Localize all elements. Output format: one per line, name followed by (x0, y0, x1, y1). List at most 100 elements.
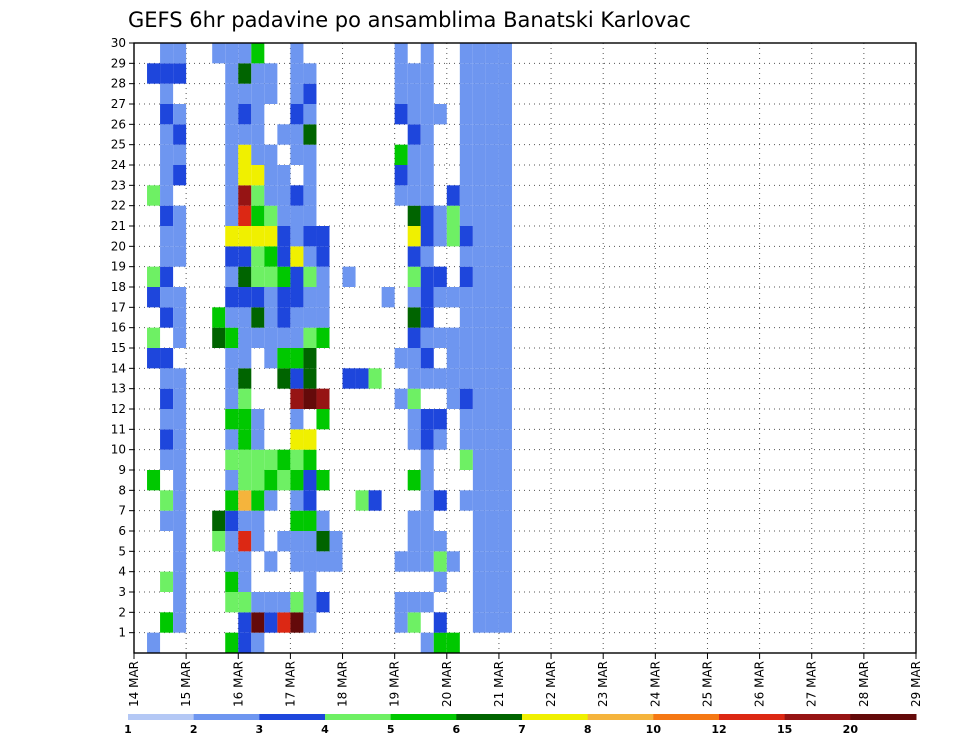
heatmap-cell (290, 246, 304, 267)
heatmap-cell (368, 490, 382, 511)
heatmap-cell (212, 510, 226, 531)
heatmap-cell (407, 185, 421, 206)
heatmap-cell (290, 144, 304, 165)
heatmap-cell (485, 205, 499, 226)
heatmap-cell (407, 429, 421, 450)
heatmap-cell (472, 571, 486, 592)
heatmap-cell (264, 246, 278, 267)
heatmap-cell (303, 429, 317, 450)
heatmap-cell (225, 287, 239, 308)
legend-swatch (587, 714, 654, 720)
heatmap-cell (147, 327, 161, 348)
heatmap-cell (225, 449, 239, 470)
heatmap-cell (446, 185, 460, 206)
heatmap-cell (485, 388, 499, 409)
heatmap-cell (277, 226, 291, 247)
heatmap-cell (433, 287, 447, 308)
heatmap-cell (225, 551, 239, 572)
heatmap-cell (160, 246, 174, 267)
heatmap-cell (147, 63, 161, 84)
heatmap-cell (160, 368, 174, 389)
heatmap-cell (277, 205, 291, 226)
heatmap-cell (160, 307, 174, 328)
heatmap-cell (225, 490, 239, 511)
legend-swatch (850, 714, 917, 720)
heatmap-cell (316, 409, 330, 430)
heatmap-cell (212, 43, 226, 64)
heatmap-cell (446, 205, 460, 226)
legend-swatch (325, 714, 392, 720)
heatmap-cell (238, 63, 252, 84)
heatmap-cell (290, 388, 304, 409)
heatmap-cell (277, 368, 291, 389)
heatmap-cell (160, 226, 174, 247)
heatmap-cell (498, 409, 512, 430)
heatmap-cell (472, 490, 486, 511)
heatmap-cells (147, 43, 512, 653)
heatmap-cell (303, 531, 317, 552)
heatmap-cell (446, 388, 460, 409)
heatmap-cell (485, 124, 499, 145)
heatmap-cell (225, 246, 239, 267)
heatmap-cell (238, 571, 252, 592)
heatmap-cell (394, 165, 408, 186)
heatmap-cell (472, 226, 486, 247)
heatmap-cell (277, 327, 291, 348)
legend-label: 4 (321, 723, 329, 736)
heatmap-cell (251, 449, 265, 470)
heatmap-cell (290, 307, 304, 328)
heatmap-cell (251, 510, 265, 531)
heatmap-cell (472, 531, 486, 552)
heatmap-cell (433, 571, 447, 592)
heatmap-cell (238, 510, 252, 531)
heatmap-cell (173, 226, 187, 247)
heatmap-cell (251, 429, 265, 450)
heatmap-cell (160, 388, 174, 409)
heatmap-cell (290, 510, 304, 531)
heatmap-cell (472, 165, 486, 186)
heatmap-cell (173, 449, 187, 470)
heatmap-cell (173, 409, 187, 430)
heatmap-cell (498, 165, 512, 186)
heatmap-cell (446, 368, 460, 389)
heatmap-cell (472, 104, 486, 125)
heatmap-cell (498, 104, 512, 125)
heatmap-cell (290, 429, 304, 450)
heatmap-cell (238, 612, 252, 633)
heatmap-cell (407, 104, 421, 125)
heatmap-cell (420, 287, 434, 308)
y-tick-label: 3 (118, 585, 126, 599)
heatmap-cell (160, 63, 174, 84)
heatmap-cell (251, 104, 265, 125)
heatmap-cell (498, 490, 512, 511)
heatmap-cell (485, 470, 499, 491)
heatmap-cell (264, 205, 278, 226)
heatmap-cell (264, 144, 278, 165)
x-tick-label: 24 MAR (648, 661, 662, 707)
y-tick-label: 27 (111, 97, 126, 111)
heatmap-cell (459, 327, 473, 348)
heatmap-cell (277, 287, 291, 308)
heatmap-cell (251, 531, 265, 552)
heatmap-cell (472, 83, 486, 104)
y-tick-label: 22 (111, 199, 126, 213)
heatmap-cell (173, 43, 187, 64)
heatmap-cell (160, 124, 174, 145)
heatmap-cell (498, 571, 512, 592)
heatmap-cell (238, 226, 252, 247)
y-tick-label: 21 (111, 219, 126, 233)
heatmap-cell (251, 205, 265, 226)
heatmap-cell (251, 266, 265, 287)
heatmap-cell (251, 612, 265, 633)
heatmap-cell (459, 185, 473, 206)
heatmap-cell (225, 185, 239, 206)
heatmap-cell (485, 246, 499, 267)
heatmap-cell (303, 307, 317, 328)
heatmap-cell (160, 348, 174, 369)
heatmap-cell (277, 266, 291, 287)
heatmap-cell (433, 429, 447, 450)
y-tick-label: 8 (118, 483, 126, 497)
heatmap-cell (303, 124, 317, 145)
heatmap-cell (277, 531, 291, 552)
heatmap-cell (303, 551, 317, 572)
